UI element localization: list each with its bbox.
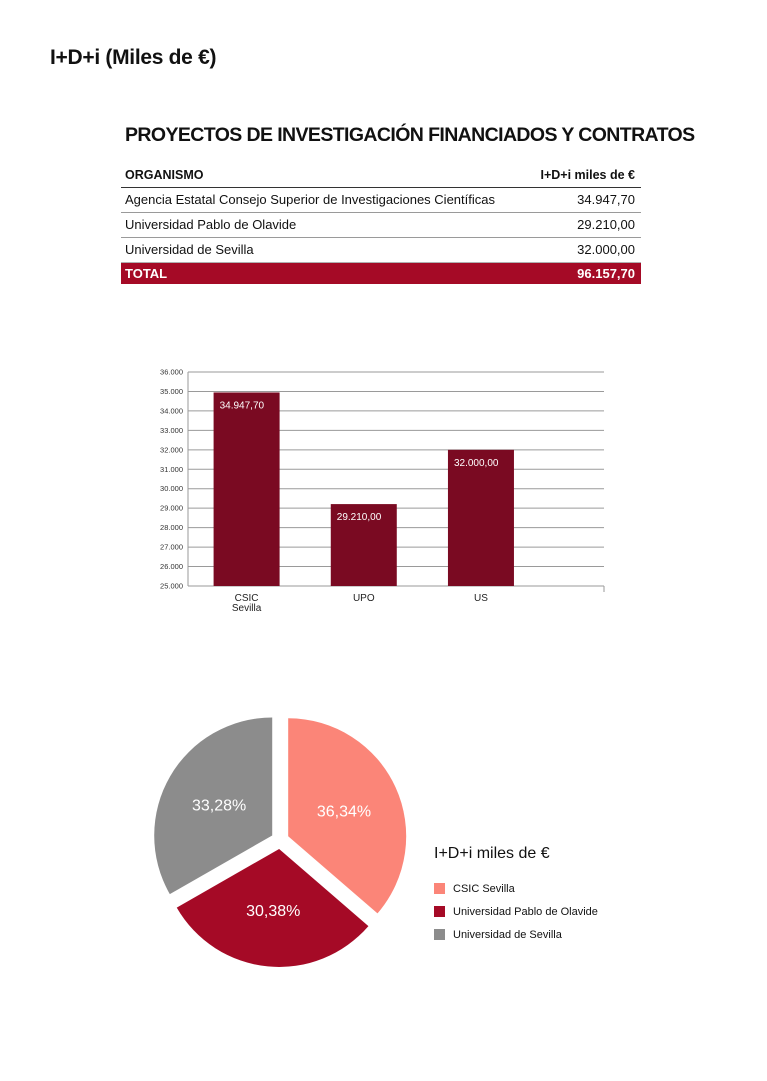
total-label: TOTAL (125, 266, 168, 281)
pie-slice (288, 718, 407, 914)
legend-item-upo: Universidad Pablo de Olavide (434, 900, 598, 923)
table-row: Agencia Estatal Consejo Superior de Inve… (121, 188, 641, 213)
bar (330, 504, 397, 586)
pie-slice-label: 30,38% (246, 903, 300, 920)
legend-swatch (434, 883, 445, 894)
y-tick-label: 34.000 (160, 406, 183, 415)
legend-item-csic: CSIC Sevilla (434, 877, 598, 900)
x-tick-label: UPO (353, 593, 375, 604)
y-tick-label: 33.000 (160, 426, 183, 435)
table-total-row: TOTAL 96.157,70 (121, 263, 641, 284)
legend-item-us: Universidad de Sevilla (434, 923, 598, 946)
pie-slice (154, 717, 273, 895)
y-tick-label: 29.000 (160, 504, 183, 513)
bar (213, 392, 280, 586)
x-tick-label: Sevilla (232, 603, 262, 614)
row-organismo: Universidad Pablo de Olavide (125, 217, 297, 232)
bar-chart: 25.000 26.000 27.000 28.000 29.000 30.000 31.0… (160, 368, 605, 614)
legend-swatch (434, 906, 445, 917)
pie-chart: 36,34% 30,38% 33,28% (154, 717, 407, 967)
row-valor: 32.000,00 (577, 242, 635, 257)
total-valor: 96.157,70 (577, 266, 635, 281)
bar (447, 449, 514, 586)
y-tick-label: 32.000 (160, 445, 183, 454)
legend-label: Universidad de Sevilla (453, 928, 562, 941)
table-row: Universidad de Sevilla 32.000,00 (121, 238, 641, 263)
row-valor: 34.947,70 (577, 192, 635, 207)
header-organismo: ORGANISMO (125, 168, 204, 182)
legend-label: CSIC Sevilla (453, 882, 515, 895)
x-tick-label: CSIC (235, 593, 259, 604)
table-row: Universidad Pablo de Olavide 29.210,00 (121, 213, 641, 238)
pie-slice (176, 848, 369, 967)
y-tick-label: 26.000 (160, 562, 183, 571)
header-valor: I+D+i miles de € (540, 168, 636, 182)
pie-slice-label: 33,28% (192, 798, 246, 815)
y-tick-label: 25.000 (160, 582, 183, 591)
table-title: PROYECTOS DE INVESTIGACIÓN FINANCIADOS Y… (125, 124, 695, 146)
funding-table: ORGANISMO I+D+i miles de € Agencia Estat… (121, 164, 641, 284)
pie-slice-label: 36,34% (317, 804, 371, 821)
y-tick-label: 36.000 (160, 368, 183, 377)
row-organismo: Agencia Estatal Consejo Superior de Inve… (125, 192, 495, 207)
y-tick-label: 27.000 (160, 543, 183, 552)
row-valor: 29.210,00 (577, 217, 635, 232)
y-tick-label: 31.000 (160, 465, 183, 474)
bar-data-label: 32.000,00 (454, 458, 499, 469)
pie-legend: I+D+i miles de € CSIC Sevilla Universida… (434, 845, 598, 946)
bar-data-label: 34.947,70 (220, 400, 265, 411)
row-organismo: Universidad de Sevilla (125, 242, 254, 257)
table-header-row: ORGANISMO I+D+i miles de € (121, 164, 641, 188)
page-title: I+D+i (Miles de €) (50, 46, 217, 69)
legend-swatch (434, 929, 445, 940)
legend-title: I+D+i miles de € (434, 845, 550, 862)
y-tick-label: 30.000 (160, 484, 183, 493)
y-tick-label: 35.000 (160, 387, 183, 396)
y-tick-label: 28.000 (160, 523, 183, 532)
legend-label: Universidad Pablo de Olavide (453, 905, 598, 918)
x-tick-label: US (474, 593, 488, 604)
bar-data-label: 29.210,00 (337, 512, 382, 523)
